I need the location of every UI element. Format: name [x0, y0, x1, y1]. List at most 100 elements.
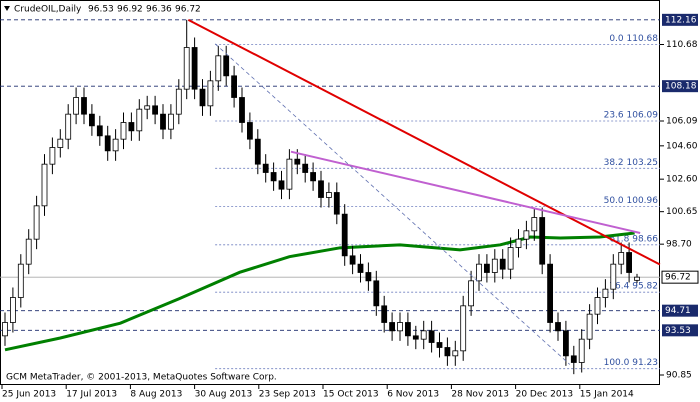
candle-body [167, 113, 174, 130]
candle-body [310, 172, 317, 182]
level-label: 112.16 [665, 15, 697, 25]
candle-body [602, 288, 609, 298]
chart-title: CrudeOIL,Daily [14, 5, 82, 15]
candle-body [215, 55, 222, 82]
x-tick-label: 20 Dec 2013 [516, 390, 574, 400]
candle-body [278, 180, 285, 190]
candle-body [73, 97, 79, 115]
candle-body [89, 113, 95, 127]
trendline [290, 150, 641, 234]
candle-body [381, 305, 388, 323]
x-tick-label: 15 Oct 2013 [323, 390, 379, 400]
candle-body [65, 113, 72, 140]
price-box [661, 270, 699, 284]
candle-body [81, 97, 87, 115]
y-tick-label: 102.60 [666, 175, 698, 185]
x-tick-label: 23 Sep 2013 [259, 390, 316, 400]
candle-body [223, 55, 230, 77]
candle-body [270, 172, 277, 182]
candle-body [49, 147, 56, 165]
candle-body [563, 330, 569, 357]
candle-body [420, 330, 427, 340]
candle-body [160, 113, 166, 130]
y-tick-label: 98.70 [666, 240, 692, 250]
fib-label: 50.0 100.96 [604, 196, 659, 206]
fib-label: 100.0 91.23 [604, 358, 658, 368]
candle-body [436, 342, 443, 348]
candle-body [286, 158, 293, 190]
fib-label: 76.4 95.82 [609, 282, 658, 292]
candle-body [404, 322, 411, 337]
high-value: 96.92 [117, 5, 143, 15]
candle-body [444, 347, 451, 357]
candle-body [539, 217, 546, 265]
candle-body [325, 192, 332, 198]
candle-body [507, 247, 514, 270]
candle-body [144, 105, 151, 110]
candle-body [318, 180, 324, 198]
candle-body [365, 272, 372, 282]
candle-body [499, 258, 506, 270]
candle-body [357, 263, 364, 273]
candle-body [152, 105, 159, 115]
x-tick-label: 30 Aug 2013 [195, 390, 253, 400]
candle-body [428, 330, 435, 343]
candle-body [120, 122, 127, 140]
x-tick-label: 17 Jul 2013 [66, 390, 117, 400]
candle-body [231, 75, 238, 98]
candle-body [41, 163, 48, 207]
y-tick-label: 90.85 [666, 371, 692, 381]
y-tick-label: 110.68 [666, 40, 698, 50]
candle-body [578, 338, 585, 363]
candle-body [246, 122, 253, 140]
candle-body [594, 297, 601, 315]
candle-body [491, 258, 498, 273]
candle-body [207, 80, 214, 107]
candle-body [262, 163, 269, 173]
candle-body [33, 205, 40, 240]
candle-body [523, 230, 530, 240]
candle-body [468, 280, 475, 307]
level-label: 93.53 [665, 326, 691, 336]
candle-body [96, 125, 103, 137]
candle-body [412, 335, 419, 340]
candle-body [483, 263, 490, 273]
candle-body [341, 213, 348, 257]
candle-body [333, 192, 340, 215]
fib-label: 61.8 98.66 [609, 234, 658, 244]
trendline [214, 43, 571, 365]
candle-body [112, 138, 119, 152]
level-label: 108.18 [665, 82, 697, 92]
x-tick-label: 8 Aug 2013 [130, 390, 182, 400]
candle-body [531, 217, 538, 232]
x-tick-label: 28 Nov 2013 [451, 390, 509, 400]
low-value: 96.36 [146, 5, 172, 15]
candle-body [136, 108, 143, 132]
level-label: 94.71 [665, 306, 691, 316]
collapse-icon [4, 6, 10, 11]
candle-body [618, 252, 625, 265]
candle-body [302, 163, 309, 173]
fib-label: 23.6 106.09 [604, 111, 659, 121]
candle-body [460, 305, 467, 352]
candle-body [294, 158, 301, 165]
candle-body [183, 47, 190, 90]
candle-body [17, 263, 24, 298]
candle-body [2, 322, 8, 337]
candle-body [515, 238, 522, 248]
level-box [662, 324, 698, 337]
candle-body [191, 47, 198, 90]
moving-average [4, 231, 635, 352]
candle-body [547, 263, 553, 323]
candle-body [476, 263, 482, 282]
candle-body [555, 322, 561, 332]
candle-body [626, 252, 632, 273]
y-tick-label: 104.60 [666, 141, 698, 151]
candle-body [25, 238, 32, 265]
trendline [187, 18, 661, 266]
candle-body [57, 138, 64, 148]
level-box [662, 304, 698, 317]
candle-body [586, 313, 593, 340]
level-box [662, 13, 698, 26]
